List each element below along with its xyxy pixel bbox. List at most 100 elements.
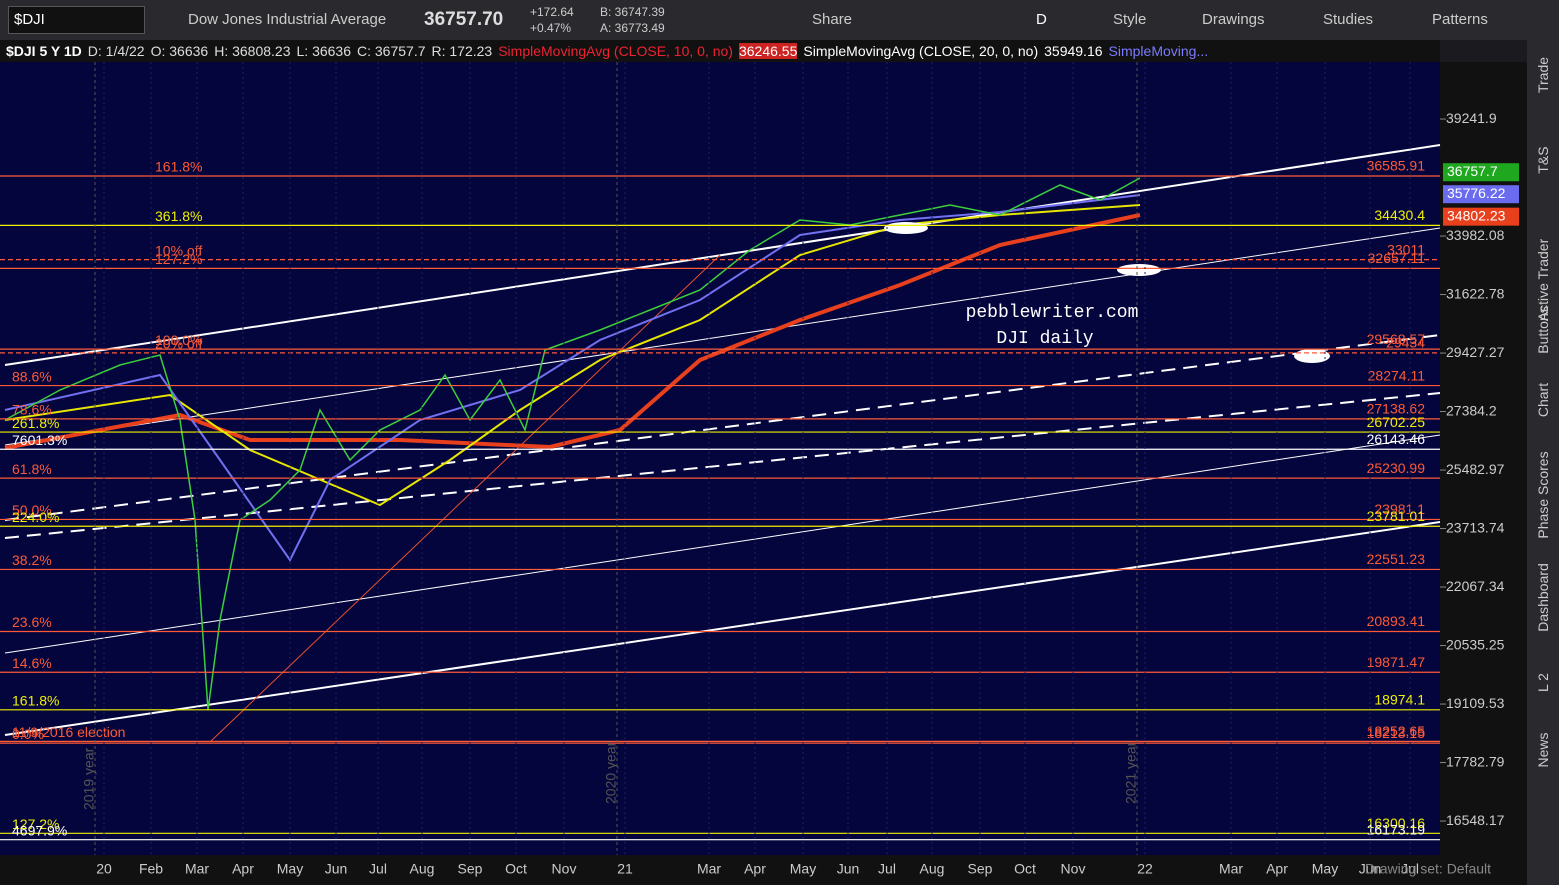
level-label: 38.2% [12,552,52,568]
price-badge [1443,185,1519,204]
price-badge-label: 35776.22 [1447,185,1506,201]
x-tick-label: Jul [369,861,387,877]
level-label: 78.6% [12,402,52,418]
level-label: 127.2% [12,816,59,832]
x-tick-label: May [790,861,816,877]
info: O: 36636 [150,43,209,59]
level-label: 14.6% [12,655,52,671]
level-label: 50.0% [12,502,52,518]
y-tick-label: 33982.08 [1446,227,1505,243]
y-tick-label: 22067.34 [1446,578,1505,594]
level-value: 36585.91 [1367,158,1426,174]
level-value: 29434 [1386,335,1425,351]
info: SimpleMovingAvg (CLOSE, 20, 0, no) [803,43,1039,59]
info: H: 36808.23 [214,43,291,59]
year-marker: 2020 year [603,741,619,804]
y-tick-label: 27384.2 [1446,402,1497,418]
level-value: 18213.15 [1367,725,1426,741]
level-value: 19871.47 [1367,654,1426,670]
side-tab[interactable]: Trade [1535,56,1551,94]
y-tick-label: 20535.25 [1446,636,1505,652]
change-pct: +0.47% [530,21,572,35]
level-value: 16173.19 [1367,821,1426,837]
x-tick-label: Feb [139,861,163,877]
x-tick-label: Sep [458,861,483,877]
x-tick-label: Jun [1359,861,1382,877]
y-tick-label: 29427.27 [1446,344,1505,360]
side-tab[interactable]: T&S [1535,146,1551,174]
info: SimpleMoving... [1108,43,1209,59]
x-tick-label: 20 [96,861,112,877]
level-label: 88.6% [12,368,52,384]
level-value: 20893.41 [1367,613,1426,629]
trendline [4,227,1441,446]
level-value: 26143.46 [1367,431,1426,447]
side-tab[interactable]: Chart [1535,382,1551,418]
ask: A: 36773.49 [600,21,665,35]
info: 35949.16 [1044,43,1103,59]
level-value: 27138.62 [1367,401,1426,417]
y-tick-label: 16548.17 [1446,812,1505,828]
x-tick-label: 22 [1137,861,1153,877]
marker [884,222,928,234]
level-value: 25230.99 [1367,460,1426,476]
annotation: pebblewriter.com [966,303,1139,323]
aggregation[interactable]: D [1036,11,1047,28]
side-tab[interactable]: Dashboard [1535,563,1551,632]
level-label: 127.2% [155,251,202,267]
button[interactable]: Drawings [1202,11,1265,28]
level-label: 11/9/2016 election [12,724,125,740]
level-label: 61.8% [12,461,52,477]
level-value: 18252.65 [1367,723,1426,739]
trendline [4,144,1441,366]
level-label: 0.0% [12,726,44,742]
button[interactable]: Style [1113,11,1147,28]
level-value: 34430.4 [1374,207,1425,223]
side-tab[interactable]: Phase Scores [1535,451,1551,539]
side-tab[interactable]: L 2 [1535,673,1551,692]
footer: Drawing set: Default [1365,861,1491,877]
side-tab[interactable]: News [1535,732,1551,768]
level-label: 4697.9% [12,822,67,838]
level-label: 161.8% [12,693,59,709]
price-badge [1443,207,1519,226]
info: L: 36636 [296,43,352,59]
button[interactable]: Patterns [1432,11,1488,28]
symbol-box[interactable] [8,6,145,34]
y-tick-label: 39241.9 [1446,110,1497,126]
button[interactable]: Studies [1323,11,1374,28]
x-tick-label: May [1312,861,1338,877]
bid: B: 36747.39 [600,5,665,19]
level-value: 32657.11 [1368,250,1426,266]
side-tab[interactable]: Buttons [1535,306,1551,354]
last: 36757.70 [424,9,504,30]
level-label: 224.0% [12,509,59,525]
level-value: 26702.25 [1367,414,1426,430]
symbol[interactable]: $DJI [14,11,45,28]
x-tick-label: Jul [1401,861,1419,877]
level-label: 161.8% [155,159,202,175]
price-badge [1443,163,1519,182]
x-tick-label: Apr [1266,861,1288,877]
level-label: 10% off [155,242,202,258]
button[interactable]: Share [812,11,853,28]
change: +172.64 [530,5,574,19]
x-tick-label: Apr [744,861,766,877]
price-badge-label: 34802.23 [1447,207,1506,223]
price-badge-label: 36757.7 [1447,163,1498,179]
level-label: 361.8% [155,208,202,224]
info: 36246.55 [738,43,798,59]
time-axis-bg [0,855,1527,885]
level-value: 16300.16 [1367,815,1426,831]
level-value: 23781.01 [1367,508,1426,524]
toolbar: $DJI Dow Jones Industrial Average 36757.… [0,0,1559,40]
info: R: 172.23 [431,43,493,59]
level-label: 23.6% [12,614,52,630]
info: D: 1/4/22 [87,43,145,59]
trendline [4,392,1441,539]
info: $DJI 5 Y 1D [6,43,82,59]
x-tick-label: Aug [410,861,435,877]
y-tick-label: 25482.97 [1446,461,1505,477]
y-tick-label: 31622.78 [1446,285,1505,301]
